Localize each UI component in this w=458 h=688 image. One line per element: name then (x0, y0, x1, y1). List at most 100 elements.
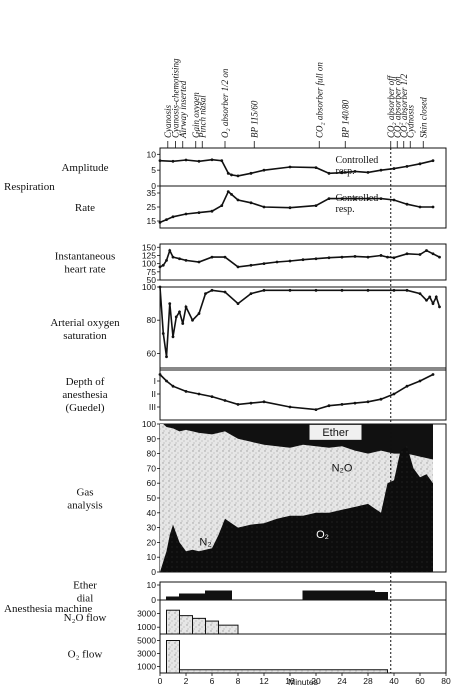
series-point (165, 218, 168, 222)
gas-band-label: N₂ (199, 536, 211, 548)
series-point (171, 159, 175, 163)
series-point (405, 252, 409, 256)
x-tick-label: 6 (210, 676, 215, 686)
y-tick-label: 1000 (137, 622, 156, 632)
series-point (249, 201, 253, 205)
event-label: Cyanosis (405, 104, 415, 138)
y-tick-label: 80 (147, 449, 157, 459)
series-point (249, 171, 253, 175)
series-point (418, 253, 422, 256)
series-point (405, 288, 409, 292)
panel-frame (159, 286, 447, 371)
y-tick-label: I (154, 376, 156, 386)
y-tick-label: 0 (151, 567, 156, 577)
series-point (418, 379, 422, 383)
series-point (431, 205, 435, 209)
series-point (191, 318, 194, 322)
event-label: Cyanosis (163, 104, 173, 138)
y-tick-label: 125 (142, 250, 156, 260)
series-point (353, 255, 357, 258)
series-point (327, 404, 331, 408)
series-point (223, 255, 227, 259)
series-point (226, 190, 230, 194)
series-point (366, 197, 370, 201)
gas-band-label: O₂ (316, 529, 329, 541)
series-point (210, 158, 214, 162)
panel-annotation: resp. (336, 166, 355, 177)
series-point (184, 212, 188, 216)
x-tick-label: 24 (337, 676, 347, 686)
series-point (262, 288, 266, 292)
panel-label: Arterial oxygen (50, 317, 120, 329)
series-point (340, 255, 344, 259)
series-point (168, 249, 172, 252)
series-point (171, 215, 175, 219)
series-point (275, 260, 279, 264)
series-point (340, 403, 344, 406)
series-point (197, 392, 201, 396)
y-tick-label: 100 (142, 259, 156, 269)
event-label: CO₂ absorber off (386, 74, 396, 138)
series-point (314, 257, 318, 261)
series-point (174, 315, 178, 319)
panel-group-label: Anesthesia machine (4, 603, 92, 615)
series-point (366, 288, 370, 292)
series-point (226, 171, 230, 175)
event-label: BP 140/80 (340, 99, 350, 138)
y-tick-label: 50 (147, 493, 157, 503)
x-tick-label: 2 (184, 676, 189, 686)
series-point (314, 408, 318, 411)
series-point (178, 310, 181, 314)
series-point (438, 255, 441, 259)
series-point (165, 379, 168, 383)
y-tick-label: 60 (147, 348, 157, 358)
series-point (171, 384, 175, 388)
series-point (379, 168, 383, 172)
series-point (171, 335, 175, 339)
series-point (158, 285, 162, 289)
x-tick-label: 20 (311, 676, 321, 686)
event-label: CO₂ absorber full on (314, 62, 324, 138)
step-bar (179, 593, 206, 601)
series-point (428, 295, 432, 299)
y-tick-label: 20 (147, 537, 157, 547)
y-tick-label: 0 (151, 595, 156, 605)
panel-label: saturation (63, 330, 107, 342)
y-tick-label: 10 (147, 552, 157, 562)
gas-band-label: N₂O (332, 462, 353, 474)
panel-label: Rate (75, 202, 95, 214)
y-tick-label: 5000 (137, 636, 156, 646)
event-label: CO₂ absorber 1/2 (399, 73, 409, 138)
series-point (236, 265, 240, 269)
x-tick-label: 28 (363, 676, 373, 686)
series-point (223, 399, 227, 402)
series-point (223, 290, 227, 294)
series-point (379, 254, 383, 257)
panel-label: dial (77, 593, 94, 605)
series-point (431, 302, 435, 305)
series-point (204, 292, 207, 296)
series-point (184, 258, 188, 262)
event-label: Pinch nasal (197, 95, 207, 139)
panel-label: Amplitude (61, 162, 108, 174)
panel-label: analysis (67, 500, 102, 512)
y-tick-label: 35 (147, 188, 157, 198)
panel-label: Gas (76, 487, 93, 499)
series-point (165, 355, 168, 359)
series-point (425, 298, 428, 302)
series-point (392, 198, 396, 202)
series-point (236, 198, 240, 202)
series-line (159, 373, 434, 411)
series-point (220, 204, 224, 208)
series-point (438, 305, 441, 309)
step-bar (205, 590, 232, 601)
series-point (236, 174, 240, 178)
step-bar (166, 609, 180, 635)
